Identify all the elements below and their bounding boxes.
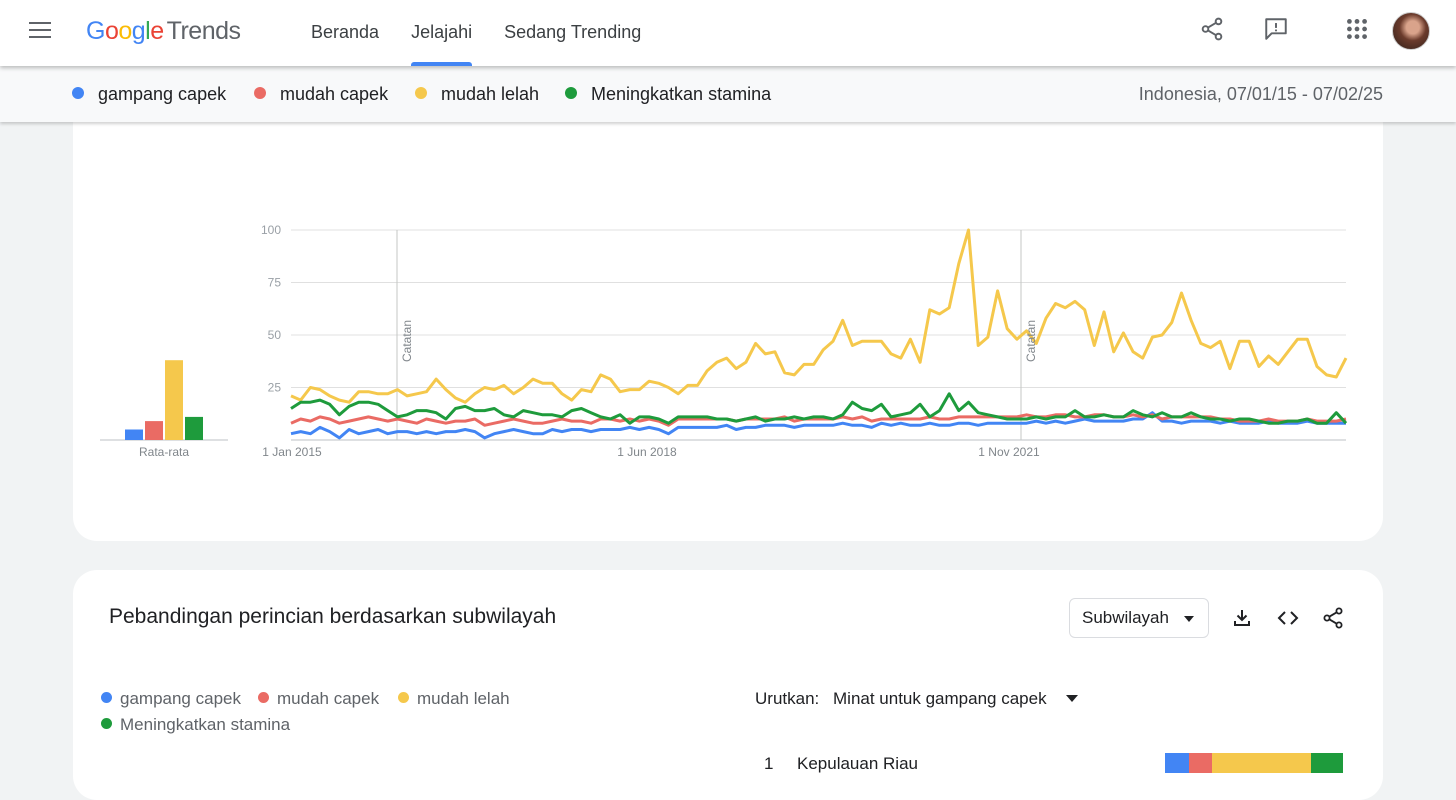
sort-select[interactable]: Minat untuk gampang capek bbox=[833, 689, 1047, 708]
y-tick-label: 25 bbox=[268, 381, 282, 395]
interest-over-time-card: 100 75 50 25 Catatan Catatan 1 Jan 2015 1 Jun 2… bbox=[73, 100, 1383, 541]
region-share-bar bbox=[1165, 753, 1347, 773]
series-line bbox=[290, 228, 1348, 404]
share-segment bbox=[1188, 753, 1213, 773]
nav-jelajahi[interactable]: Jelajahi bbox=[395, 0, 488, 66]
share-segment bbox=[1212, 753, 1311, 773]
y-tick-label: 100 bbox=[261, 223, 281, 237]
share-section-icon[interactable] bbox=[1321, 606, 1345, 630]
average-label: Rata-rata bbox=[139, 445, 189, 459]
feedback-icon[interactable] bbox=[1263, 16, 1289, 42]
x-tick-label: 1 Jan 2015 bbox=[262, 445, 322, 459]
annotation-label: Catatan bbox=[1024, 320, 1038, 362]
term-gampang-capek[interactable]: gampang capek bbox=[72, 84, 226, 105]
legend-meningkatkan-stamina: Meningkatkan stamina bbox=[101, 715, 290, 735]
dropdown-caret-icon bbox=[1184, 616, 1194, 622]
legend-mudah-lelah: mudah lelah bbox=[398, 689, 510, 709]
legend-gampang-capek: gampang capek bbox=[101, 689, 241, 709]
term-mudah-capek[interactable]: mudah capek bbox=[254, 84, 388, 105]
legend-mudah-capek: mudah capek bbox=[258, 689, 379, 709]
apps-grid-icon[interactable] bbox=[1344, 16, 1370, 42]
y-tick-label: 50 bbox=[268, 328, 282, 342]
legend-dot bbox=[258, 692, 269, 703]
subregion-select[interactable]: Subwilayah bbox=[1069, 598, 1209, 638]
comparison-terms-bar: gampang capek mudah capek mudah lelah Me… bbox=[0, 66, 1456, 122]
interest-over-time-chart: 100 75 50 25 Catatan Catatan 1 Jan 2015 1 Jun 2… bbox=[100, 223, 1348, 459]
region-date-range[interactable]: Indonesia, 07/01/15 - 07/02/25 bbox=[1138, 84, 1383, 104]
nav-sedang-trending[interactable]: Sedang Trending bbox=[504, 22, 642, 42]
legend-dot bbox=[398, 692, 409, 703]
google-trends-logo[interactable]: Google Trends bbox=[86, 17, 241, 45]
average-bar bbox=[145, 421, 163, 440]
menu-icon[interactable] bbox=[29, 22, 51, 40]
term-color-dot bbox=[72, 87, 84, 99]
legend-dot bbox=[101, 718, 112, 729]
share-segment bbox=[1165, 753, 1189, 773]
average-bar bbox=[185, 416, 203, 440]
share-icon[interactable] bbox=[1199, 16, 1225, 42]
average-bar bbox=[125, 429, 143, 440]
term-meningkatkan-stamina[interactable]: Meningkatkan stamina bbox=[565, 84, 771, 105]
sort-label: Urutkan: bbox=[755, 689, 820, 708]
term-color-dot bbox=[254, 87, 266, 99]
region-name[interactable]: Kepulauan Riau bbox=[797, 754, 918, 773]
sort-caret-icon[interactable] bbox=[1066, 695, 1078, 702]
series-line bbox=[290, 411, 1346, 440]
section-title: Pebandingan perincian berdasarkan subwil… bbox=[109, 605, 557, 628]
region-rank: 1 bbox=[764, 754, 774, 773]
average-bar bbox=[165, 360, 183, 440]
legend-dot bbox=[101, 692, 112, 703]
subregion-breakdown-card: Pebandingan perincian berdasarkan subwil… bbox=[73, 570, 1383, 800]
embed-code-icon[interactable] bbox=[1276, 606, 1300, 630]
download-icon[interactable] bbox=[1230, 606, 1254, 630]
term-color-dot bbox=[415, 87, 427, 99]
x-tick-label: 1 Nov 2021 bbox=[978, 445, 1040, 459]
nav-beranda[interactable]: Beranda bbox=[311, 22, 380, 42]
annotation-label: Catatan bbox=[400, 320, 414, 362]
top-app-bar: Google Trends Beranda Jelajahi Sedang Tre… bbox=[0, 0, 1456, 66]
share-segment bbox=[1310, 753, 1344, 773]
avatar[interactable] bbox=[1392, 12, 1430, 50]
main-nav: Beranda Jelajahi Sedang Trending bbox=[295, 0, 657, 66]
x-tick-label: 1 Jun 2018 bbox=[617, 445, 677, 459]
y-tick-label: 75 bbox=[268, 276, 282, 290]
term-color-dot bbox=[565, 87, 577, 99]
term-mudah-lelah[interactable]: mudah lelah bbox=[415, 84, 539, 105]
series-line bbox=[290, 392, 1348, 425]
